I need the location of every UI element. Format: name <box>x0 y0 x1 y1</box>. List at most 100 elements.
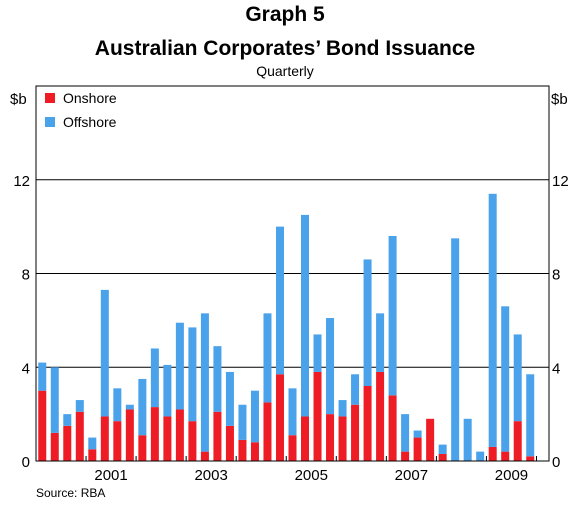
gridlines <box>36 179 549 368</box>
bar-onshore <box>526 456 535 461</box>
bar-onshore <box>401 451 410 461</box>
bar-offshore <box>200 313 209 452</box>
bar-onshore <box>213 411 222 461</box>
bar-onshore <box>238 439 247 461</box>
bar-offshore <box>401 414 410 452</box>
bar-offshore <box>238 404 247 440</box>
bar-onshore <box>150 407 159 461</box>
bar-onshore <box>326 414 335 461</box>
y-tick-label-right: 4 <box>552 360 560 377</box>
y-tick-label-right: 0 <box>552 454 560 471</box>
bar-offshore <box>250 390 259 443</box>
bar-offshore <box>188 327 197 422</box>
bar-offshore <box>463 418 472 461</box>
bar-onshore <box>38 390 47 461</box>
bar-offshore <box>438 444 447 454</box>
bar-onshore <box>125 409 134 461</box>
x-tick-label: 2007 <box>395 467 428 484</box>
bar-onshore <box>288 435 297 461</box>
legend: Onshore Offshore <box>45 90 117 130</box>
bar-onshore <box>200 451 209 461</box>
bar-offshore <box>476 451 485 461</box>
bar-onshore <box>225 425 234 461</box>
bar-offshore <box>138 378 147 436</box>
bar-onshore <box>175 409 184 461</box>
bar-onshore <box>388 395 397 461</box>
bar-offshore <box>451 238 460 461</box>
bar-offshore <box>363 259 372 386</box>
bar-offshore <box>488 193 497 447</box>
bar-offshore <box>175 322 184 410</box>
x-tick-label: 2005 <box>295 467 328 484</box>
bar-offshore <box>163 364 172 417</box>
plot-frame <box>35 85 550 462</box>
source-note: Source: RBA <box>36 486 105 500</box>
y-tick-label-left: 0 <box>22 454 30 471</box>
bar-offshore <box>388 236 397 396</box>
bar-offshore <box>313 334 322 372</box>
bar-onshore <box>426 418 435 461</box>
bar-offshore <box>275 226 284 375</box>
bar-offshore <box>326 318 335 415</box>
bar-onshore <box>413 437 422 461</box>
bar-onshore <box>50 432 59 461</box>
legend-swatch-offshore <box>45 117 55 127</box>
bar-onshore <box>188 421 197 461</box>
bar-onshore <box>313 371 322 461</box>
bar-onshore <box>301 416 310 461</box>
bar-offshore <box>50 367 59 433</box>
bar-onshore <box>351 404 360 461</box>
y-tick-label-right: 8 <box>552 267 560 284</box>
x-tick-label: 2001 <box>94 467 127 484</box>
bar-offshore <box>38 362 47 391</box>
bar-offshore <box>150 348 159 408</box>
chart-title: Graph 5 <box>245 3 325 26</box>
bar-offshore <box>225 371 234 426</box>
bar-offshore <box>100 289 109 417</box>
bar-offshore <box>301 214 310 417</box>
left-unit-label: $b <box>10 91 27 108</box>
legend-swatch-onshore <box>45 93 55 103</box>
bar-onshore <box>138 435 147 461</box>
bar-onshore <box>88 449 97 461</box>
bars <box>38 193 535 461</box>
bar-offshore <box>88 437 97 450</box>
bar-offshore <box>513 334 522 422</box>
bar-offshore <box>526 374 535 457</box>
bar-onshore <box>438 453 447 461</box>
bar-offshore <box>376 313 385 372</box>
bar-onshore <box>338 416 347 461</box>
bar-onshore <box>113 421 122 461</box>
y-tick-label-left: 8 <box>22 267 30 284</box>
legend-label-onshore: Onshore <box>63 90 117 106</box>
x-tick-label: 2003 <box>194 467 227 484</box>
bar-offshore <box>75 400 84 412</box>
chart-frequency-label: Quarterly <box>256 63 314 79</box>
bar-onshore <box>100 416 109 461</box>
y-tick-label-left: 12 <box>13 173 30 190</box>
bar-onshore <box>376 371 385 461</box>
bar-onshore <box>501 451 510 461</box>
chart-subtitle: Australian Corporates’ Bond Issuance <box>95 37 475 60</box>
bar-onshore <box>513 421 522 461</box>
bar-offshore <box>63 414 72 426</box>
y-tick-label-left: 4 <box>22 360 30 377</box>
bar-offshore <box>351 374 360 405</box>
bar-offshore <box>501 306 510 452</box>
bar-onshore <box>488 446 497 461</box>
bar-offshore <box>413 430 422 438</box>
right-unit-label: $b <box>551 91 568 108</box>
bar-onshore <box>163 416 172 461</box>
bar-onshore <box>275 374 284 461</box>
bar-offshore <box>288 388 297 436</box>
bar-offshore <box>263 313 272 403</box>
bar-offshore <box>338 400 347 417</box>
bar-offshore <box>213 346 222 412</box>
bar-onshore <box>250 442 259 461</box>
bar-onshore <box>75 411 84 461</box>
bar-offshore <box>113 388 122 422</box>
axis-ticks: 0 0 4 4 8 8 12 12 2001 2003 2005 2007 2009 <box>13 173 568 484</box>
bar-onshore <box>63 425 72 461</box>
legend-label-offshore: Offshore <box>63 114 117 130</box>
